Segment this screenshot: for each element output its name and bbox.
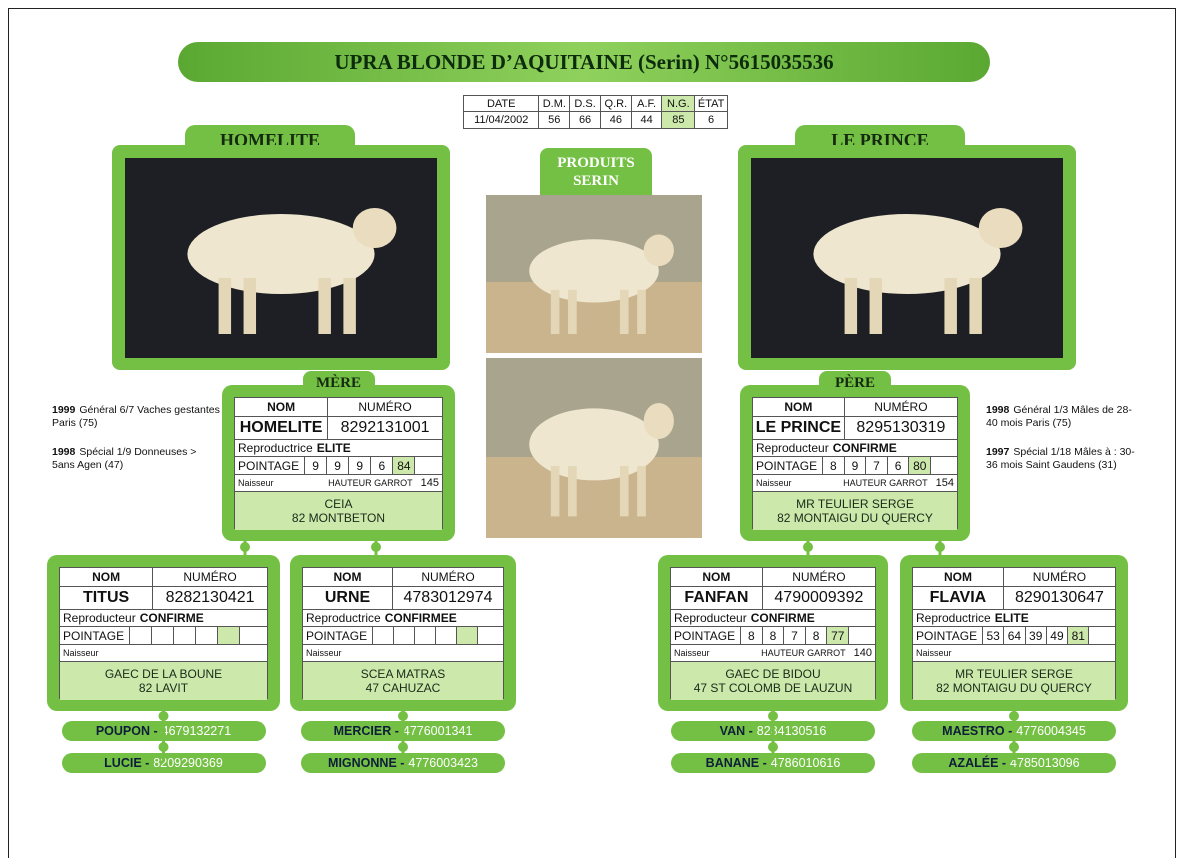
connector-dot — [398, 742, 408, 752]
page: UPRA BLONDE D’AQUITAINE (Serin) N°561503… — [0, 0, 1183, 858]
connector-dot — [768, 742, 778, 752]
connector-dot — [935, 542, 945, 552]
connector-dot — [240, 542, 250, 552]
connector-dot — [371, 542, 381, 552]
connector-dot — [803, 542, 813, 552]
connector-dot — [398, 711, 408, 721]
connector-dot — [1009, 711, 1019, 721]
connectors — [0, 0, 1183, 858]
connector-dot — [768, 711, 778, 721]
connector-dot — [1009, 742, 1019, 752]
connector-dot — [159, 742, 169, 752]
connector-dot — [159, 711, 169, 721]
